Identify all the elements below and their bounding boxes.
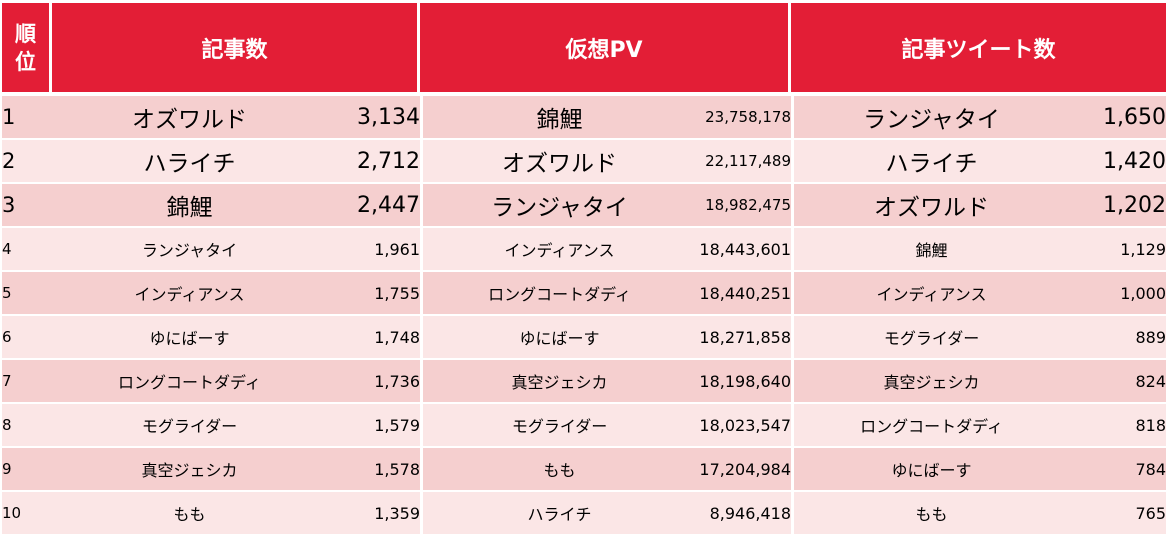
rank-cell: 6 [2,316,52,360]
pv-name-cell: ロングコートダディ [420,272,697,316]
articles-value-cell: 1,359 [327,492,421,536]
tweets-name-cell: ランジャタイ [791,96,1070,140]
table-row: 4 ランジャタイ 1,961 インディアンス 18,443,601 錦鯉 1,1… [2,228,1167,272]
pv-value-cell: 18,443,601 [696,228,792,272]
rank-header-label: 順位 [15,21,36,74]
tweets-column-header: 記事ツイート数 [791,3,1167,96]
pv-value-cell: 22,117,489 [696,140,792,184]
articles-name-cell: ロングコートダディ [52,360,327,404]
pv-value-cell: 18,440,251 [696,272,792,316]
tweets-name-cell: 真空ジェシカ [791,360,1070,404]
tweets-name-cell: インディアンス [791,272,1070,316]
articles-column-header: 記事数 [52,3,421,96]
articles-value-cell: 2,447 [327,184,421,228]
table-row: 3 錦鯉 2,447 ランジャタイ 18,982,475 オズワルド 1,202 [2,184,1167,228]
articles-value-cell: 1,736 [327,360,421,404]
rank-cell: 1 [2,96,52,140]
pv-value-cell: 8,946,418 [696,492,792,536]
pv-name-cell: ゆにばーす [420,316,697,360]
table-row: 2 ハライチ 2,712 オズワルド 22,117,489 ハライチ 1,420 [2,140,1167,184]
tweets-name-cell: 錦鯉 [791,228,1070,272]
rank-cell: 2 [2,140,52,184]
articles-value-cell: 1,579 [327,404,421,448]
tweets-value-cell: 824 [1069,360,1167,404]
articles-name-cell: ゆにばーす [52,316,327,360]
pv-name-cell: オズワルド [420,140,697,184]
pv-value-cell: 18,023,547 [696,404,792,448]
pv-value-cell: 18,198,640 [696,360,792,404]
articles-name-cell: 錦鯉 [52,184,327,228]
header-row: 順位 記事数 仮想PV 記事ツイート数 [2,3,1167,96]
articles-name-cell: 真空ジェシカ [52,448,327,492]
table-row: 6 ゆにばーす 1,748 ゆにばーす 18,271,858 モグライダー 88… [2,316,1167,360]
pv-value-cell: 17,204,984 [696,448,792,492]
articles-value-cell: 1,748 [327,316,421,360]
rank-cell: 5 [2,272,52,316]
pv-value-cell: 18,271,858 [696,316,792,360]
rank-column-header: 順位 [2,3,52,96]
pv-name-cell: インディアンス [420,228,697,272]
pv-value-cell: 23,758,178 [696,96,792,140]
tweets-value-cell: 818 [1069,404,1167,448]
table-row: 10 もも 1,359 ハライチ 8,946,418 もも 765 [2,492,1167,536]
articles-value-cell: 2,712 [327,140,421,184]
tweets-name-cell: ハライチ [791,140,1070,184]
pv-name-cell: モグライダー [420,404,697,448]
tweets-name-cell: ゆにばーす [791,448,1070,492]
rank-cell: 4 [2,228,52,272]
articles-value-cell: 1,755 [327,272,421,316]
tweets-value-cell: 784 [1069,448,1167,492]
articles-value-cell: 1,961 [327,228,421,272]
tweets-value-cell: 1,129 [1069,228,1167,272]
rank-cell: 3 [2,184,52,228]
table-row: 5 インディアンス 1,755 ロングコートダディ 18,440,251 インデ… [2,272,1167,316]
articles-name-cell: もも [52,492,327,536]
pv-name-cell: もも [420,448,697,492]
rank-cell: 9 [2,448,52,492]
pv-name-cell: ハライチ [420,492,697,536]
articles-name-cell: インディアンス [52,272,327,316]
articles-value-cell: 1,578 [327,448,421,492]
table-row: 9 真空ジェシカ 1,578 もも 17,204,984 ゆにばーす 784 [2,448,1167,492]
rank-cell: 10 [2,492,52,536]
pv-name-cell: ランジャタイ [420,184,697,228]
rank-cell: 8 [2,404,52,448]
pv-name-cell: 真空ジェシカ [420,360,697,404]
tweets-value-cell: 1,000 [1069,272,1167,316]
tweets-value-cell: 889 [1069,316,1167,360]
tweets-name-cell: ロングコートダディ [791,404,1070,448]
table-row: 8 モグライダー 1,579 モグライダー 18,023,547 ロングコートダ… [2,404,1167,448]
articles-name-cell: ハライチ [52,140,327,184]
pv-column-header: 仮想PV [420,3,792,96]
tweets-value-cell: 1,650 [1069,96,1167,140]
tweets-value-cell: 1,420 [1069,140,1167,184]
rank-cell: 7 [2,360,52,404]
tweets-name-cell: もも [791,492,1070,536]
table-row: 7 ロングコートダディ 1,736 真空ジェシカ 18,198,640 真空ジェ… [2,360,1167,404]
articles-value-cell: 3,134 [327,96,421,140]
articles-name-cell: ランジャタイ [52,228,327,272]
ranking-table: 順位 記事数 仮想PV 記事ツイート数 1 オズワルド 3,134 錦鯉 23,… [2,3,1167,536]
tweets-name-cell: オズワルド [791,184,1070,228]
articles-name-cell: モグライダー [52,404,327,448]
tweets-value-cell: 1,202 [1069,184,1167,228]
pv-name-cell: 錦鯉 [420,96,697,140]
tweets-name-cell: モグライダー [791,316,1070,360]
tweets-value-cell: 765 [1069,492,1167,536]
pv-value-cell: 18,982,475 [696,184,792,228]
articles-name-cell: オズワルド [52,96,327,140]
table-row: 1 オズワルド 3,134 錦鯉 23,758,178 ランジャタイ 1,650 [2,96,1167,140]
